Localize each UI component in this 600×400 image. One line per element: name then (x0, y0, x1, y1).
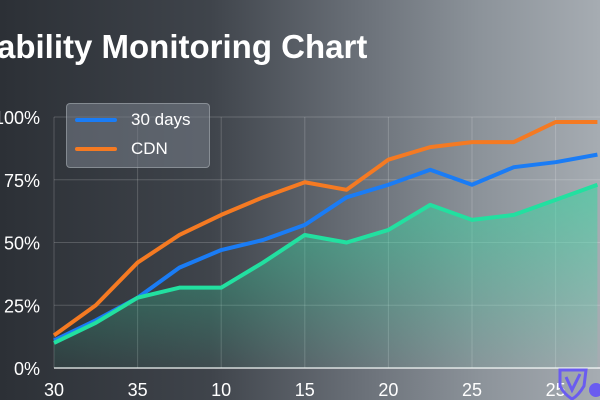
x-tick-label: 25 (462, 380, 482, 400)
x-tick-label: 35 (128, 380, 148, 400)
legend-item-30-days: 30 days (75, 110, 191, 130)
series-line-0 (53, 152, 598, 343)
legend-label: 30 days (131, 110, 191, 129)
shield-logo-icon (558, 368, 600, 400)
y-tick-label: 100% (0, 108, 40, 128)
y-tick-label: 25% (4, 296, 40, 316)
y-tick-label: 75% (4, 171, 40, 191)
y-tick-label: 50% (4, 234, 40, 254)
x-tick-label: 15 (295, 380, 315, 400)
legend-swatch (75, 118, 117, 122)
y-tick-label: 0% (14, 359, 40, 379)
legend-swatch (75, 147, 117, 151)
series-line-2 (53, 182, 599, 345)
series-line-1 (52, 120, 598, 337)
x-tick-label: 10 (211, 380, 231, 400)
legend: 30 days CDN (66, 103, 210, 168)
legend-item-cdn: CDN (75, 139, 168, 159)
area-fill (54, 184, 598, 368)
chart-title: ability Monitoring Chart (0, 28, 368, 65)
x-tick-label: 20 (378, 380, 398, 400)
legend-label: CDN (131, 139, 168, 158)
x-tick-label: 30 (44, 380, 64, 400)
